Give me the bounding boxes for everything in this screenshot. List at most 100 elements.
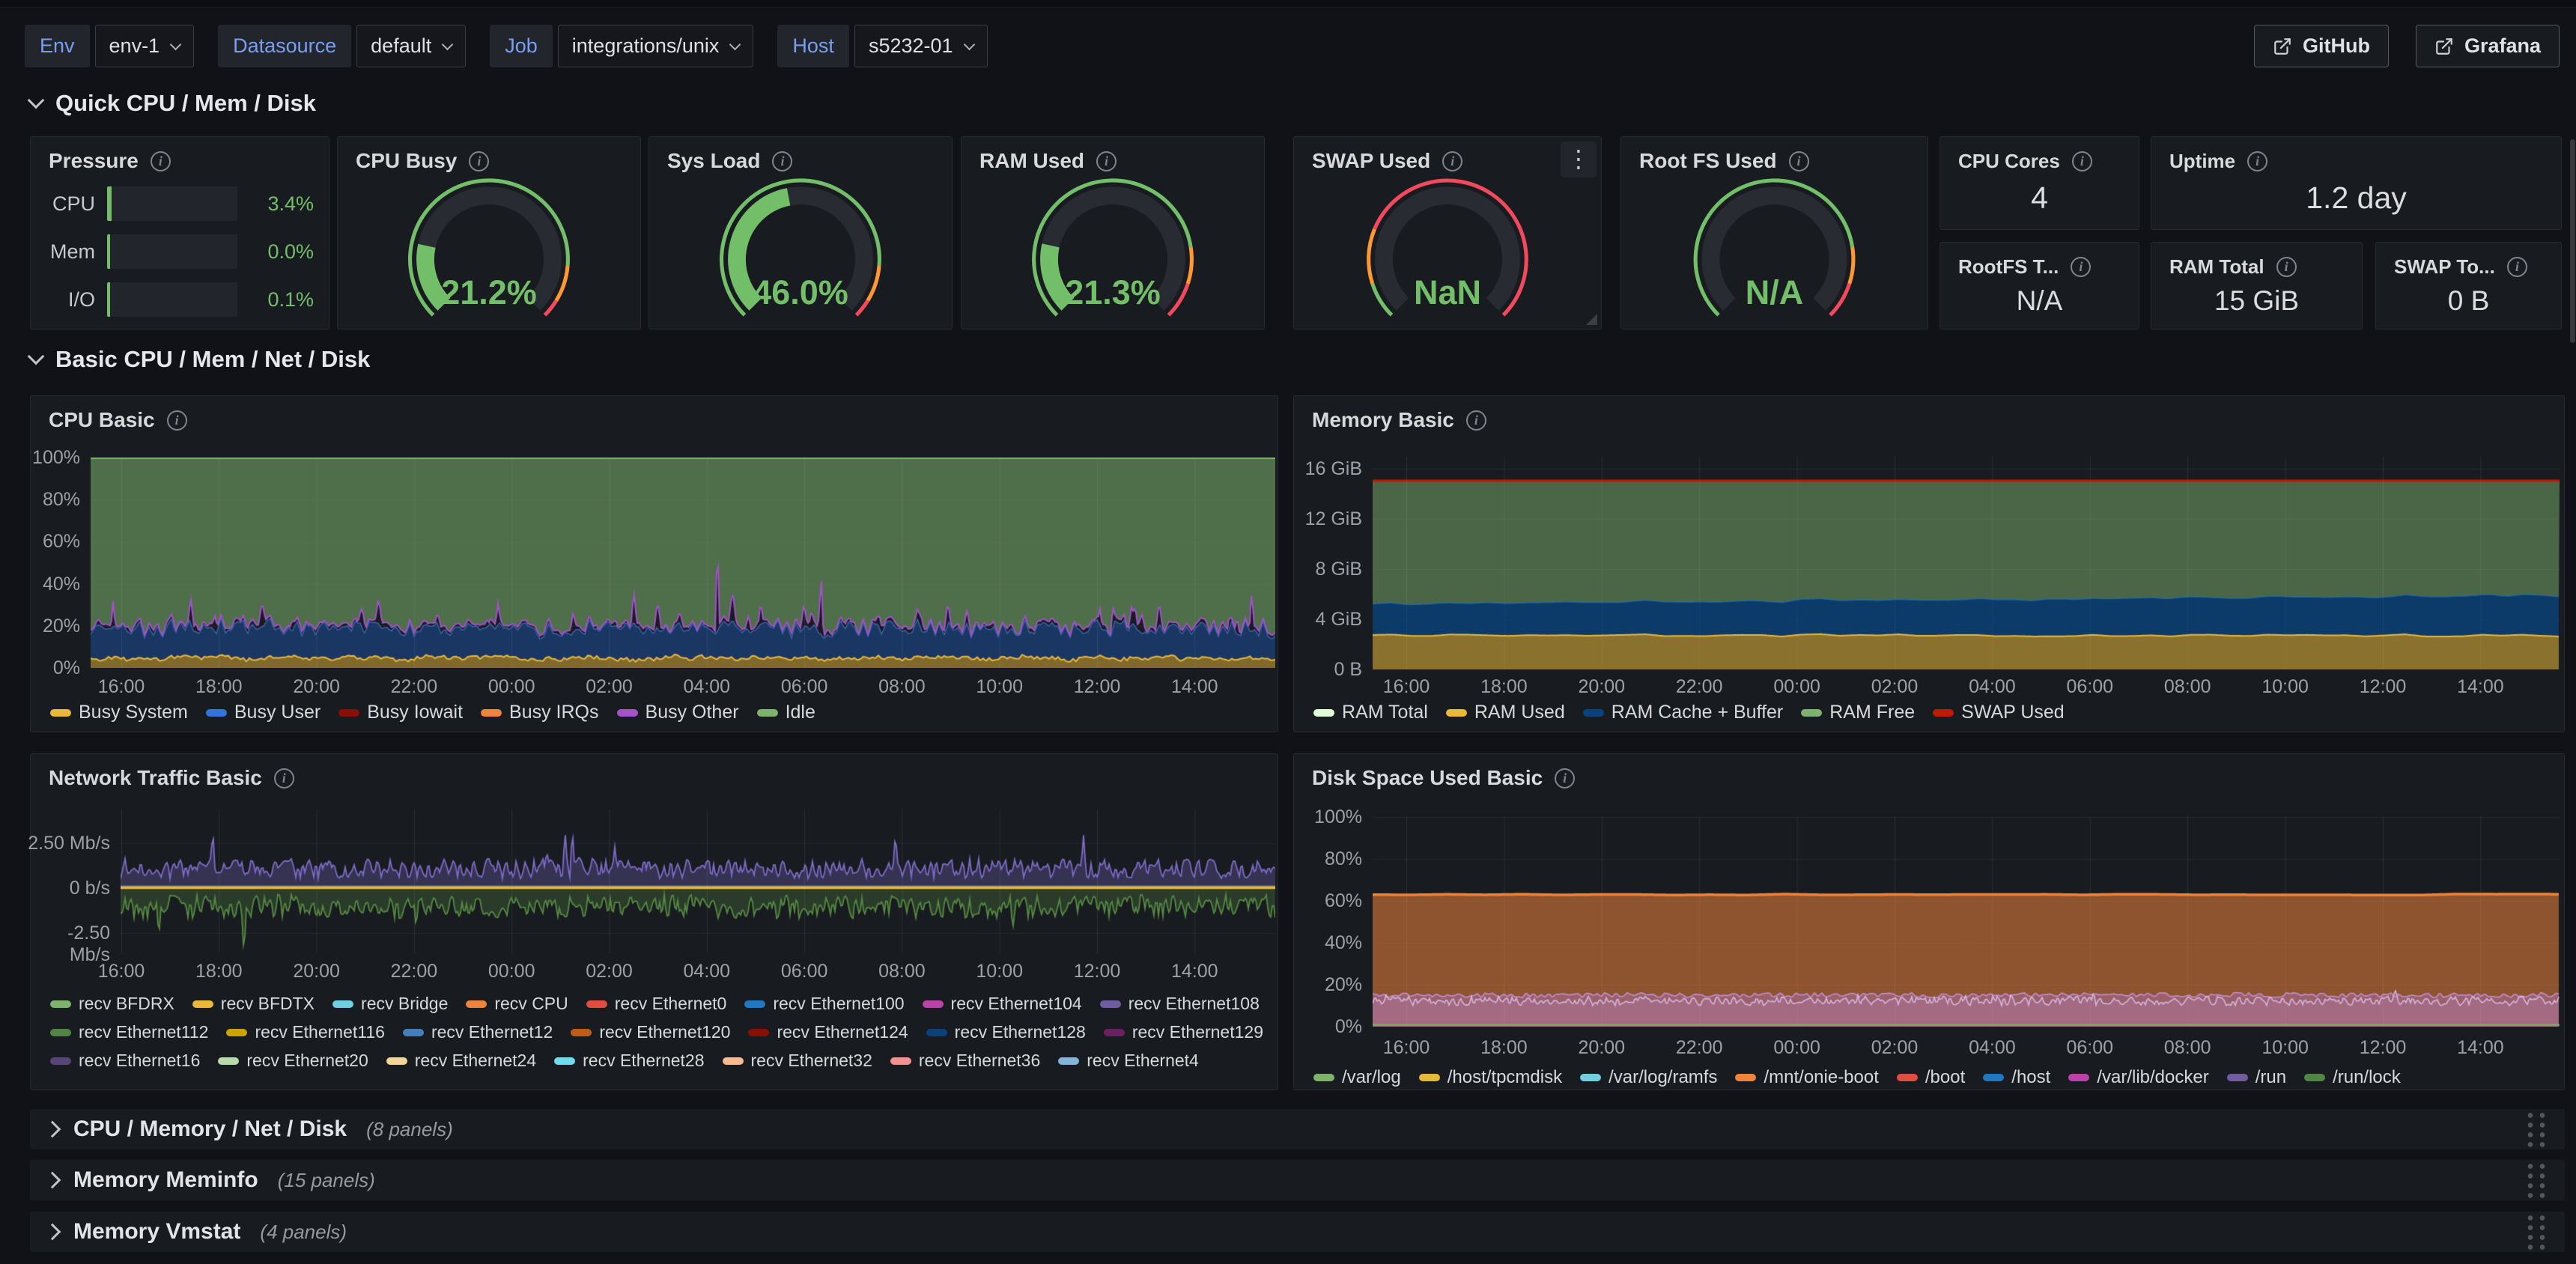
legend-swatch-icon <box>466 1000 487 1008</box>
info-icon[interactable]: i <box>2506 256 2527 277</box>
legend-item[interactable]: /host <box>1983 1067 2050 1088</box>
info-icon[interactable]: i <box>2276 256 2297 277</box>
panel-title-swap-used[interactable]: SWAP Used i <box>1312 148 1463 174</box>
legend-item[interactable]: recv Ethernet24 <box>386 1051 536 1071</box>
panel-title-sys-load[interactable]: Sys Load i <box>667 148 793 174</box>
info-icon[interactable]: i <box>2071 151 2092 171</box>
panel-title-disk-space-used-basic[interactable]: Disk Space Used Basic i <box>1312 765 1576 791</box>
legend-item[interactable]: recv CPU <box>466 994 568 1014</box>
legend-item[interactable]: RAM Free <box>1801 702 1915 723</box>
info-icon[interactable]: i <box>772 151 793 171</box>
legend-item[interactable]: recv Ethernet0 <box>586 994 726 1014</box>
legend-item[interactable]: Busy Iowait <box>338 702 463 723</box>
disk-space-used-basic-plot-area[interactable] <box>1373 817 2560 1027</box>
legend-item[interactable]: recv Ethernet4 <box>1058 1051 1199 1071</box>
variable-host-select[interactable]: s5232-01 <box>854 25 988 67</box>
disk-space-used-basic-chart[interactable]: 100% 80% 60% 40% 20% 0% 16:00 18:00 20:00 22:00 00… <box>1294 754 2564 1090</box>
panel-title-uptime[interactable]: Uptime i <box>2169 148 2268 174</box>
legend-item[interactable]: recv Ethernet104 <box>922 994 1082 1014</box>
grafana-link-button[interactable]: Grafana <box>2415 25 2560 67</box>
row-drag-handle[interactable] <box>2524 1161 2548 1199</box>
info-icon[interactable]: i <box>1465 410 1486 431</box>
info-icon[interactable]: i <box>1442 151 1463 171</box>
legend-item[interactable]: Idle <box>756 702 815 723</box>
legend-item[interactable]: Busy Other <box>616 702 739 723</box>
info-icon[interactable]: i <box>469 151 490 171</box>
panel-resize-handle[interactable] <box>1586 314 1597 325</box>
cpu-basic-plot-area[interactable] <box>91 458 1275 668</box>
legend-item[interactable]: recv Ethernet112 <box>50 1022 208 1042</box>
legend-item[interactable]: Busy IRQs <box>481 702 599 723</box>
legend-item[interactable]: /host/tpcmdisk <box>1418 1067 1562 1088</box>
info-icon[interactable]: i <box>166 410 187 431</box>
legend-item[interactable]: RAM Cache + Buffer <box>1582 702 1783 723</box>
legend-item[interactable]: /mnt/onie-boot <box>1735 1067 1879 1088</box>
legend-item[interactable]: recv Ethernet108 <box>1099 994 1260 1014</box>
panel-title-swap-total[interactable]: SWAP To... i <box>2394 253 2527 280</box>
legend-item[interactable]: recv Ethernet28 <box>554 1051 705 1071</box>
legend-item[interactable]: /var/lib/docker <box>2068 1067 2209 1088</box>
panel-title-cpu-basic[interactable]: CPU Basic i <box>49 407 187 434</box>
legend-item[interactable]: /var/log/ramfs <box>1580 1067 1717 1088</box>
row-drag-handle[interactable] <box>2524 1110 2548 1148</box>
legend-item[interactable]: SWAP Used <box>1933 702 2065 723</box>
scrollbar-thumb[interactable] <box>2570 139 2575 343</box>
legend-item[interactable]: recv BFDRX <box>50 994 174 1014</box>
variable-datasource-select[interactable]: default <box>356 25 467 67</box>
memory-basic-plot-area[interactable] <box>1373 456 2560 669</box>
legend-item[interactable]: /run/lock <box>2304 1067 2401 1088</box>
legend-item[interactable]: Busy User <box>205 702 321 723</box>
info-icon[interactable]: i <box>273 768 294 789</box>
info-icon[interactable]: i <box>1555 768 1576 789</box>
legend-item[interactable]: recv Ethernet16 <box>50 1051 200 1071</box>
variable-env-select[interactable]: env-1 <box>94 25 195 67</box>
panel-title-network-traffic-basic[interactable]: Network Traffic Basic i <box>49 765 294 791</box>
memory-basic-chart[interactable]: 16 GiB 12 GiB 8 GiB 4 GiB 0 B 16:00 18:00 20:00… <box>1294 396 2564 732</box>
panel-title-cpu-cores[interactable]: CPU Cores i <box>1958 148 2092 174</box>
info-icon[interactable]: i <box>150 151 171 171</box>
legend-item[interactable]: RAM Used <box>1445 702 1565 723</box>
variable-job-select[interactable]: integrations/unix <box>557 25 754 67</box>
legend-item[interactable]: /var/log <box>1313 1067 1401 1088</box>
legend-item[interactable]: recv Ethernet129 <box>1103 1022 1263 1042</box>
panel-title-rootfs-total[interactable]: RootFS T... i <box>1958 253 2092 280</box>
row-drag-handle[interactable] <box>2524 1213 2548 1251</box>
panel-title-ram-used[interactable]: RAM Used i <box>979 148 1117 174</box>
panel-menu-icon[interactable]: ⋮ <box>1561 142 1597 177</box>
legend-item[interactable]: /run <box>2226 1067 2286 1088</box>
network-traffic-basic-chart[interactable]: 2.50 Mb/s 0 b/s -2.50 Mb/s 16:00 18:00 20:00 2… <box>28 754 1278 1090</box>
legend-item[interactable]: recv Ethernet100 <box>744 994 905 1014</box>
github-link-button[interactable]: GitHub <box>2253 25 2389 67</box>
panel-title-pressure[interactable]: Pressure i <box>49 148 171 174</box>
y-axis-tick: 20% <box>42 615 80 636</box>
row-header-memory-meminfo[interactable]: Memory Meminfo (15 panels) <box>30 1160 2565 1200</box>
legend-item[interactable]: recv Ethernet20 <box>218 1051 368 1071</box>
legend-label: RAM Free <box>1829 702 1916 723</box>
legend-item[interactable]: recv Bridge <box>332 994 448 1014</box>
legend-item[interactable]: recv Ethernet36 <box>890 1051 1040 1071</box>
row-header-memory-vmstat[interactable]: Memory Vmstat (4 panels) <box>30 1212 2565 1252</box>
legend-item[interactable]: recv Ethernet124 <box>748 1022 908 1042</box>
panel-title-memory-basic[interactable]: Memory Basic i <box>1312 407 1486 434</box>
row-header-basic[interactable]: Basic CPU / Mem / Net / Disk <box>27 346 370 373</box>
info-icon[interactable]: i <box>2247 151 2268 171</box>
legend-item[interactable]: recv Ethernet12 <box>402 1022 553 1042</box>
panel-title-cpu-busy[interactable]: CPU Busy i <box>356 148 490 174</box>
network-traffic-basic-plot-area[interactable] <box>121 809 1275 953</box>
info-icon[interactable]: i <box>1096 151 1117 171</box>
cpu-basic-chart[interactable]: 100% 80% 60% 40% 20% 0% 16:00 18:00 20:00 22:00 00… <box>31 396 1278 732</box>
panel-title-rootfs-used[interactable]: Root FS Used i <box>1639 148 1809 174</box>
legend-item[interactable]: recv Ethernet120 <box>571 1022 730 1042</box>
legend-item[interactable]: recv Ethernet116 <box>226 1022 385 1042</box>
row-header-quick[interactable]: Quick CPU / Mem / Disk <box>27 90 316 117</box>
info-icon[interactable]: i <box>2071 256 2092 277</box>
legend-item[interactable]: recv Ethernet32 <box>722 1051 872 1071</box>
panel-title-ram-total[interactable]: RAM Total i <box>2169 253 2297 280</box>
row-header-cpu-memory-net-disk[interactable]: CPU / Memory / Net / Disk (8 panels) <box>30 1109 2565 1149</box>
legend-item[interactable]: recv BFDTX <box>192 994 315 1014</box>
legend-item[interactable]: /boot <box>1896 1067 1965 1088</box>
legend-item[interactable]: RAM Total <box>1313 702 1428 723</box>
legend-item[interactable]: Busy System <box>50 702 188 723</box>
info-icon[interactable]: i <box>1788 151 1809 171</box>
legend-item[interactable]: recv Ethernet128 <box>926 1022 1086 1042</box>
